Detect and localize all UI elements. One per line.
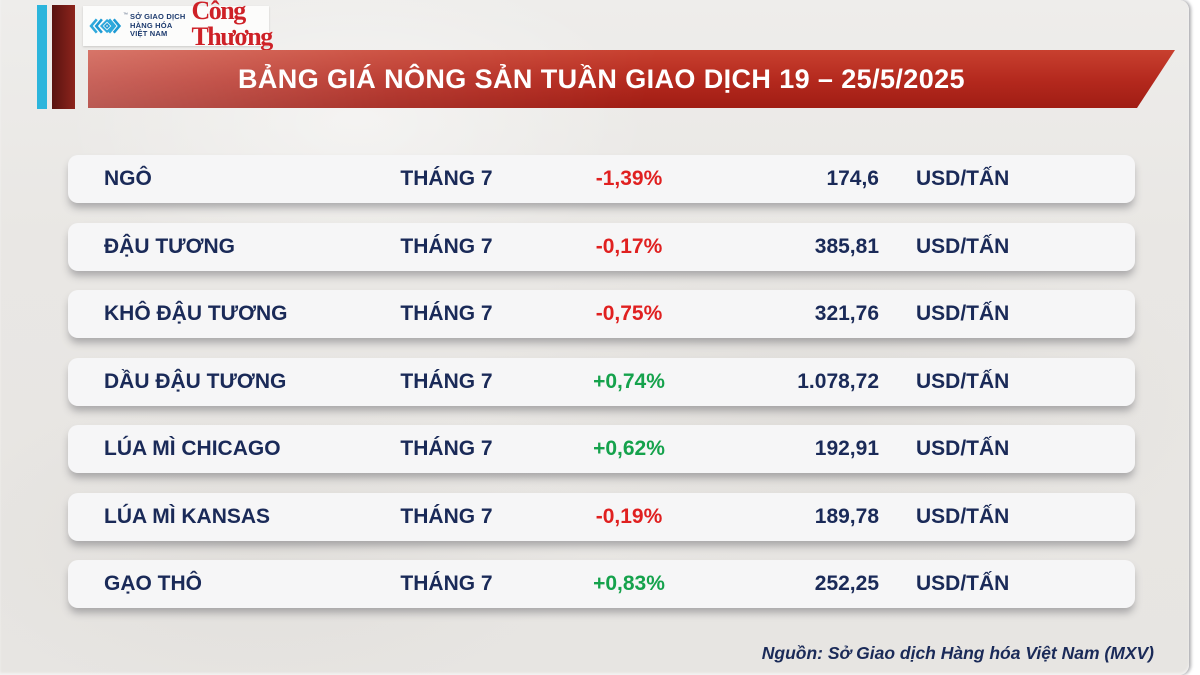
- contract-month: THÁNG 7: [400, 167, 493, 190]
- commodity-name: GẠO THÔ: [104, 572, 202, 595]
- price-unit: USD/TẤN: [916, 234, 1010, 258]
- trademark-symbol: ™: [123, 12, 128, 18]
- contract-month: THÁNG 7: [400, 572, 493, 595]
- price-value: 1.078,72: [797, 369, 879, 393]
- page-title: BẢNG GIÁ NÔNG SẢN TUẦN GIAO DỊCH 19 – 25…: [238, 63, 965, 94]
- table-row: KHÔ ĐẬU TƯƠNG THÁNG 7 -0,75% 321,76 USD/…: [68, 290, 1135, 338]
- contract-month: THÁNG 7: [400, 302, 493, 325]
- price-unit: USD/TẤN: [916, 167, 1010, 190]
- contract-month: THÁNG 7: [400, 437, 493, 460]
- price-value: 385,81: [814, 234, 879, 258]
- price-unit: USD/TẤN: [916, 572, 1010, 595]
- price-value: 189,78: [814, 504, 879, 528]
- contract-month: THÁNG 7: [400, 234, 493, 258]
- title-banner: BẢNG GIÁ NÔNG SẢN TUẦN GIAO DỊCH 19 – 25…: [88, 50, 1175, 108]
- table-row: LÚA MÌ CHICAGO THÁNG 7 +0,62% 192,91 USD…: [68, 425, 1135, 473]
- commodity-name: ĐẬU TƯƠNG: [104, 234, 235, 258]
- price-value: 192,91: [814, 437, 879, 460]
- price-value: 321,76: [814, 302, 879, 325]
- price-table: NGÔ THÁNG 7 -1,39% 174,6 USD/TẤN ĐẬU TƯƠ…: [68, 155, 1135, 608]
- commodity-name: NGÔ: [104, 167, 152, 190]
- commodity-name: LÚA MÌ KANSAS: [104, 504, 271, 528]
- source-note: Nguồn: Sở Giao dịch Hàng hóa Việt Nam (M…: [761, 643, 1154, 663]
- price-value: 174,6: [826, 167, 879, 190]
- contract-month: THÁNG 7: [400, 369, 493, 393]
- change-percent: +0,83%: [593, 572, 665, 595]
- change-percent: -0,75%: [595, 302, 663, 325]
- price-value: 252,25: [814, 572, 879, 595]
- change-percent: -0,19%: [595, 504, 663, 528]
- exchange-name-line1: SỞ GIAO DỊCH: [130, 12, 186, 22]
- price-unit: USD/TẤN: [916, 369, 1010, 393]
- table-row: DẦU ĐẬU TƯƠNG THÁNG 7 +0,74% 1.078,72 US…: [68, 357, 1135, 406]
- price-unit: USD/TẤN: [916, 437, 1010, 460]
- contract-month: THÁNG 7: [400, 504, 493, 528]
- commodity-name: KHÔ ĐẬU TƯƠNG: [104, 302, 288, 325]
- left-accent-bar-maroon: [52, 5, 75, 109]
- congthuong-logo: Công Thương: [191, 0, 296, 54]
- congthuong-wordmark: Công Thương: [191, 0, 273, 51]
- exchange-name-line3: VIỆT NAM: [130, 29, 168, 39]
- mxv-logo-icon: [89, 18, 122, 34]
- commodity-name: DẦU ĐẬU TƯƠNG: [104, 369, 287, 393]
- exchange-name-line2: HÀNG HÓA: [130, 20, 173, 30]
- change-percent: -1,39%: [595, 167, 663, 190]
- exchange-name: SỞ GIAO DỊCH HÀNG HÓA VIỆT NAM: [130, 13, 185, 39]
- commodity-name: LÚA MÌ CHICAGO: [104, 437, 281, 460]
- table-row: GẠO THÔ THÁNG 7 +0,83% 252,25 USD/TẤN: [68, 560, 1135, 608]
- price-unit: USD/TẤN: [916, 302, 1010, 325]
- logo-panel: ™ SỞ GIAO DỊCH HÀNG HÓA VIỆT NAM Công Th…: [83, 0, 296, 54]
- table-row: NGÔ THÁNG 7 -1,39% 174,6 USD/TẤN: [68, 155, 1135, 203]
- change-percent: +0,74%: [593, 369, 665, 393]
- left-accent-bar-cyan: [37, 5, 47, 109]
- table-row: ĐẬU TƯƠNG THÁNG 7 -0,17% 385,81 USD/TẤN: [68, 222, 1135, 271]
- table-row: LÚA MÌ KANSAS THÁNG 7 -0,19% 189,78 USD/…: [68, 492, 1135, 541]
- change-percent: -0,17%: [595, 234, 663, 258]
- price-unit: USD/TẤN: [916, 504, 1010, 528]
- change-percent: +0,62%: [593, 437, 665, 460]
